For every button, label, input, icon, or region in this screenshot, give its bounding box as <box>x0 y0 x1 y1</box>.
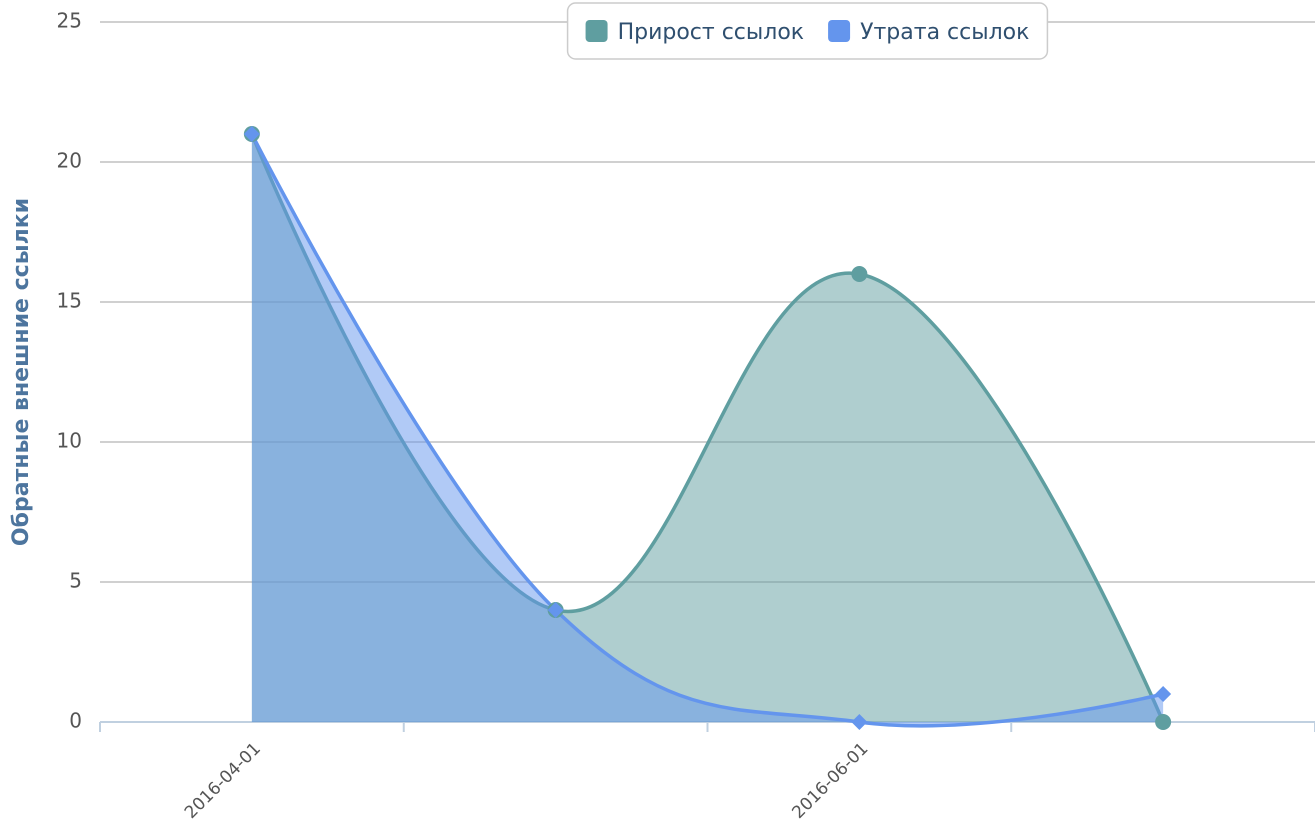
line <box>250 133 1164 728</box>
legend-label: Утрата ссылок <box>860 20 1029 45</box>
legend-label: Прирост ссылок <box>618 20 805 45</box>
x-tick-label: 2016-06-01 <box>788 739 872 823</box>
x-tick-label: 2016-04-01 <box>181 739 265 823</box>
y-tick-label: 0 <box>69 709 82 733</box>
legend-box <box>566 2 1049 60</box>
legend-swatch <box>585 20 608 42</box>
y-tick-label: 5 <box>69 569 82 593</box>
y-tick-label: 15 <box>57 289 82 313</box>
legend: Прирост ссылок Утрата ссылок <box>566 2 1049 60</box>
marker <box>1155 686 1172 702</box>
marker <box>243 126 260 142</box>
area <box>251 134 1164 726</box>
y-axis-title: Обратные внешние ссылки <box>9 198 34 546</box>
y-tick-label: 10 <box>57 429 82 453</box>
legend-swatch <box>828 20 851 42</box>
marker <box>851 266 868 282</box>
marker <box>1155 714 1172 730</box>
y-tick-label: 20 <box>57 149 82 173</box>
y-tick-label: 25 <box>57 9 82 33</box>
marker <box>851 714 868 730</box>
marker <box>547 602 564 618</box>
